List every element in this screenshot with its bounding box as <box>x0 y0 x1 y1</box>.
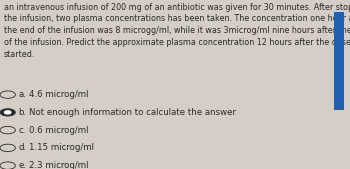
Text: an intravenous infusion of 200 mg of an antibiotic was given for 30 minutes. Aft: an intravenous infusion of 200 mg of an … <box>4 3 350 59</box>
Circle shape <box>0 109 15 116</box>
Text: 4.6 microg/ml: 4.6 microg/ml <box>29 90 88 99</box>
Text: Not enough information to calculate the answer: Not enough information to calculate the … <box>29 108 236 117</box>
Text: e.: e. <box>18 161 26 169</box>
FancyBboxPatch shape <box>334 12 344 110</box>
Text: b.: b. <box>18 108 26 117</box>
Text: 0.6 microg/ml: 0.6 microg/ml <box>29 126 88 135</box>
Text: 1.15 microg/ml: 1.15 microg/ml <box>29 143 94 152</box>
Circle shape <box>5 111 11 114</box>
Text: a.: a. <box>18 90 26 99</box>
Text: c.: c. <box>18 126 26 135</box>
Text: 2.3 microg/ml: 2.3 microg/ml <box>29 161 88 169</box>
Text: d.: d. <box>18 143 26 152</box>
